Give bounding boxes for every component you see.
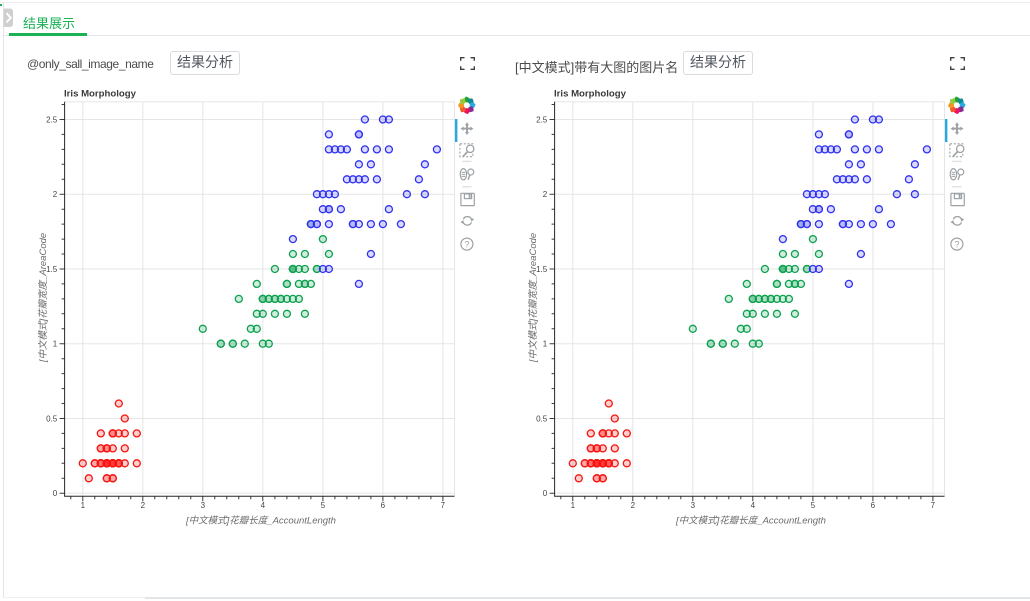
svg-text:[中文模式]花瓣宽度_AreaCode: [中文模式]花瓣宽度_AreaCode [37, 233, 49, 363]
svg-text:5: 5 [811, 501, 816, 510]
svg-text:7: 7 [441, 501, 446, 510]
svg-text:0.5: 0.5 [46, 415, 58, 424]
svg-text:Iris Morphology: Iris Morphology [64, 89, 137, 100]
svg-text:?: ? [464, 240, 469, 250]
svg-text:7: 7 [931, 501, 936, 510]
svg-text:4: 4 [751, 501, 756, 510]
svg-text:2: 2 [53, 190, 58, 199]
svg-text:3: 3 [691, 501, 696, 510]
svg-text:2.5: 2.5 [46, 116, 58, 125]
svg-text:0: 0 [543, 489, 548, 498]
svg-text:1: 1 [571, 501, 576, 510]
svg-text:1: 1 [543, 340, 548, 349]
svg-text:[中文模式]花瓣长度_AccountLength: [中文模式]花瓣长度_AccountLength [675, 515, 826, 527]
svg-text:2: 2 [141, 501, 146, 510]
svg-text:1: 1 [53, 340, 58, 349]
svg-text:3: 3 [201, 501, 206, 510]
svg-text:6: 6 [381, 501, 386, 510]
svg-text:?: ? [954, 240, 959, 250]
svg-text:2.5: 2.5 [536, 116, 548, 125]
svg-text:2: 2 [543, 190, 548, 199]
svg-text:1.5: 1.5 [536, 265, 548, 274]
svg-text:Iris Morphology: Iris Morphology [554, 89, 627, 100]
svg-text:4: 4 [261, 501, 266, 510]
svg-text:2: 2 [631, 501, 636, 510]
svg-text:5: 5 [321, 501, 326, 510]
svg-text:[中文模式]花瓣宽度_AreaCode: [中文模式]花瓣宽度_AreaCode [527, 233, 539, 363]
svg-text:1.5: 1.5 [46, 265, 58, 274]
svg-text:6: 6 [871, 501, 876, 510]
svg-text:0.5: 0.5 [536, 415, 548, 424]
svg-text:[中文模式]花瓣长度_AccountLength: [中文模式]花瓣长度_AccountLength [185, 515, 336, 527]
svg-text:0: 0 [53, 489, 58, 498]
svg-text:1: 1 [81, 501, 86, 510]
